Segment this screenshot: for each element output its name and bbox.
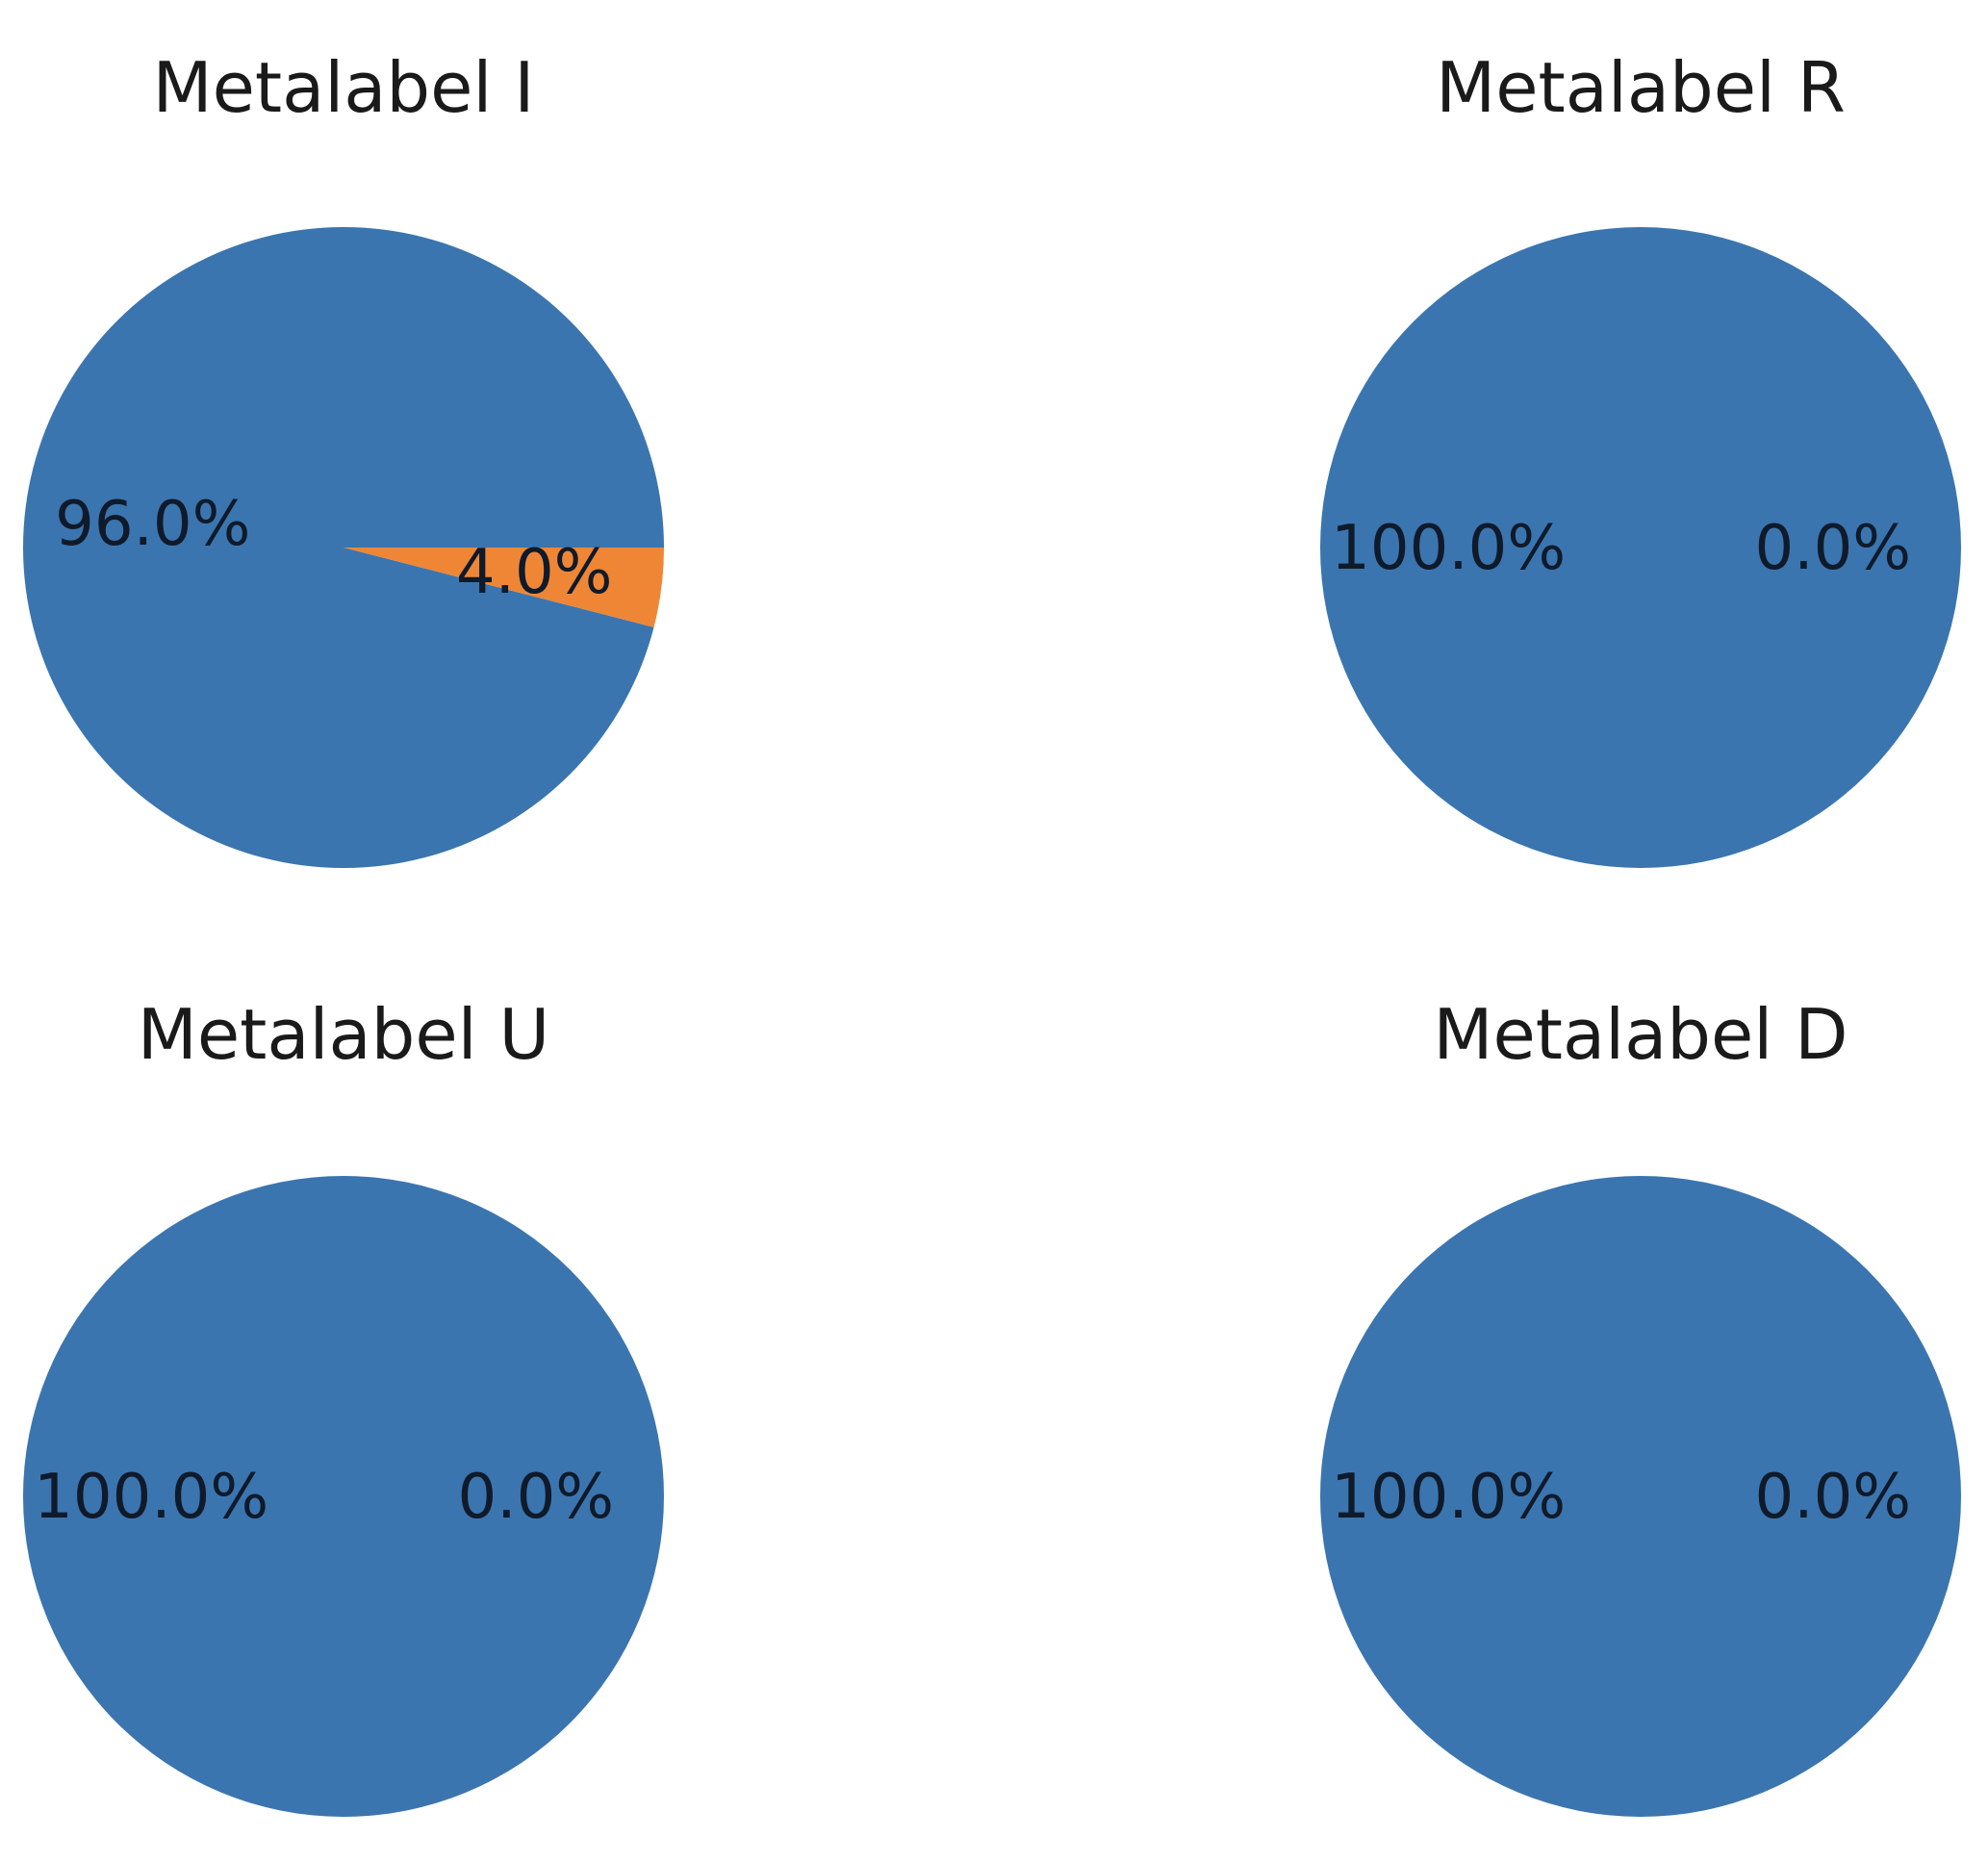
pie-labels-metalabel-u: 100.0% 0.0% [34, 1462, 614, 1533]
pie-panel-metalabel-u: Metalabel U 100.0% 0.0% [23, 994, 664, 1817]
pct-label-slice-1: 100.0% [34, 1462, 268, 1533]
pie-panel-metalabel-i: Metalabel I 96.0% 4.0% [22, 47, 664, 869]
pie-labels-metalabel-i: 96.0% 4.0% [55, 489, 612, 608]
pct-label-slice-2: 4.0% [456, 537, 613, 608]
pie-slice [344, 548, 664, 627]
pie-slice [22, 227, 664, 869]
pie-labels-metalabel-r: 100.0% 0.0% [1331, 513, 1911, 584]
pie-title-metalabel-r: Metalabel R [1436, 47, 1846, 128]
pie-slice [1320, 1176, 1961, 1817]
pie-slices-metalabel-i [22, 227, 664, 869]
pie-title-metalabel-d: Metalabel D [1433, 994, 1848, 1075]
pct-label-slice-2: 0.0% [1755, 1462, 1912, 1533]
pie-labels-metalabel-d: 100.0% 0.0% [1331, 1462, 1911, 1533]
pct-label-slice-1: 96.0% [55, 489, 250, 560]
pie-slices-metalabel-r [1320, 227, 1961, 868]
pct-label-slice-1: 100.0% [1331, 1462, 1566, 1533]
pie-slices-metalabel-d [1320, 1176, 1961, 1817]
pct-label-slice-1: 100.0% [1331, 513, 1566, 584]
pie-slice [1320, 227, 1961, 868]
pie-panel-metalabel-d: Metalabel D 100.0% 0.0% [1320, 994, 1961, 1817]
pct-label-slice-2: 0.0% [458, 1462, 615, 1533]
pie-slice [23, 1176, 664, 1817]
pie-panel-metalabel-r: Metalabel R 100.0% 0.0% [1320, 47, 1961, 868]
pct-label-slice-2: 0.0% [1755, 513, 1912, 584]
pie-slices-metalabel-u [23, 1176, 664, 1817]
pie-title-metalabel-i: Metalabel I [152, 47, 534, 128]
pie-title-metalabel-u: Metalabel U [138, 994, 549, 1075]
